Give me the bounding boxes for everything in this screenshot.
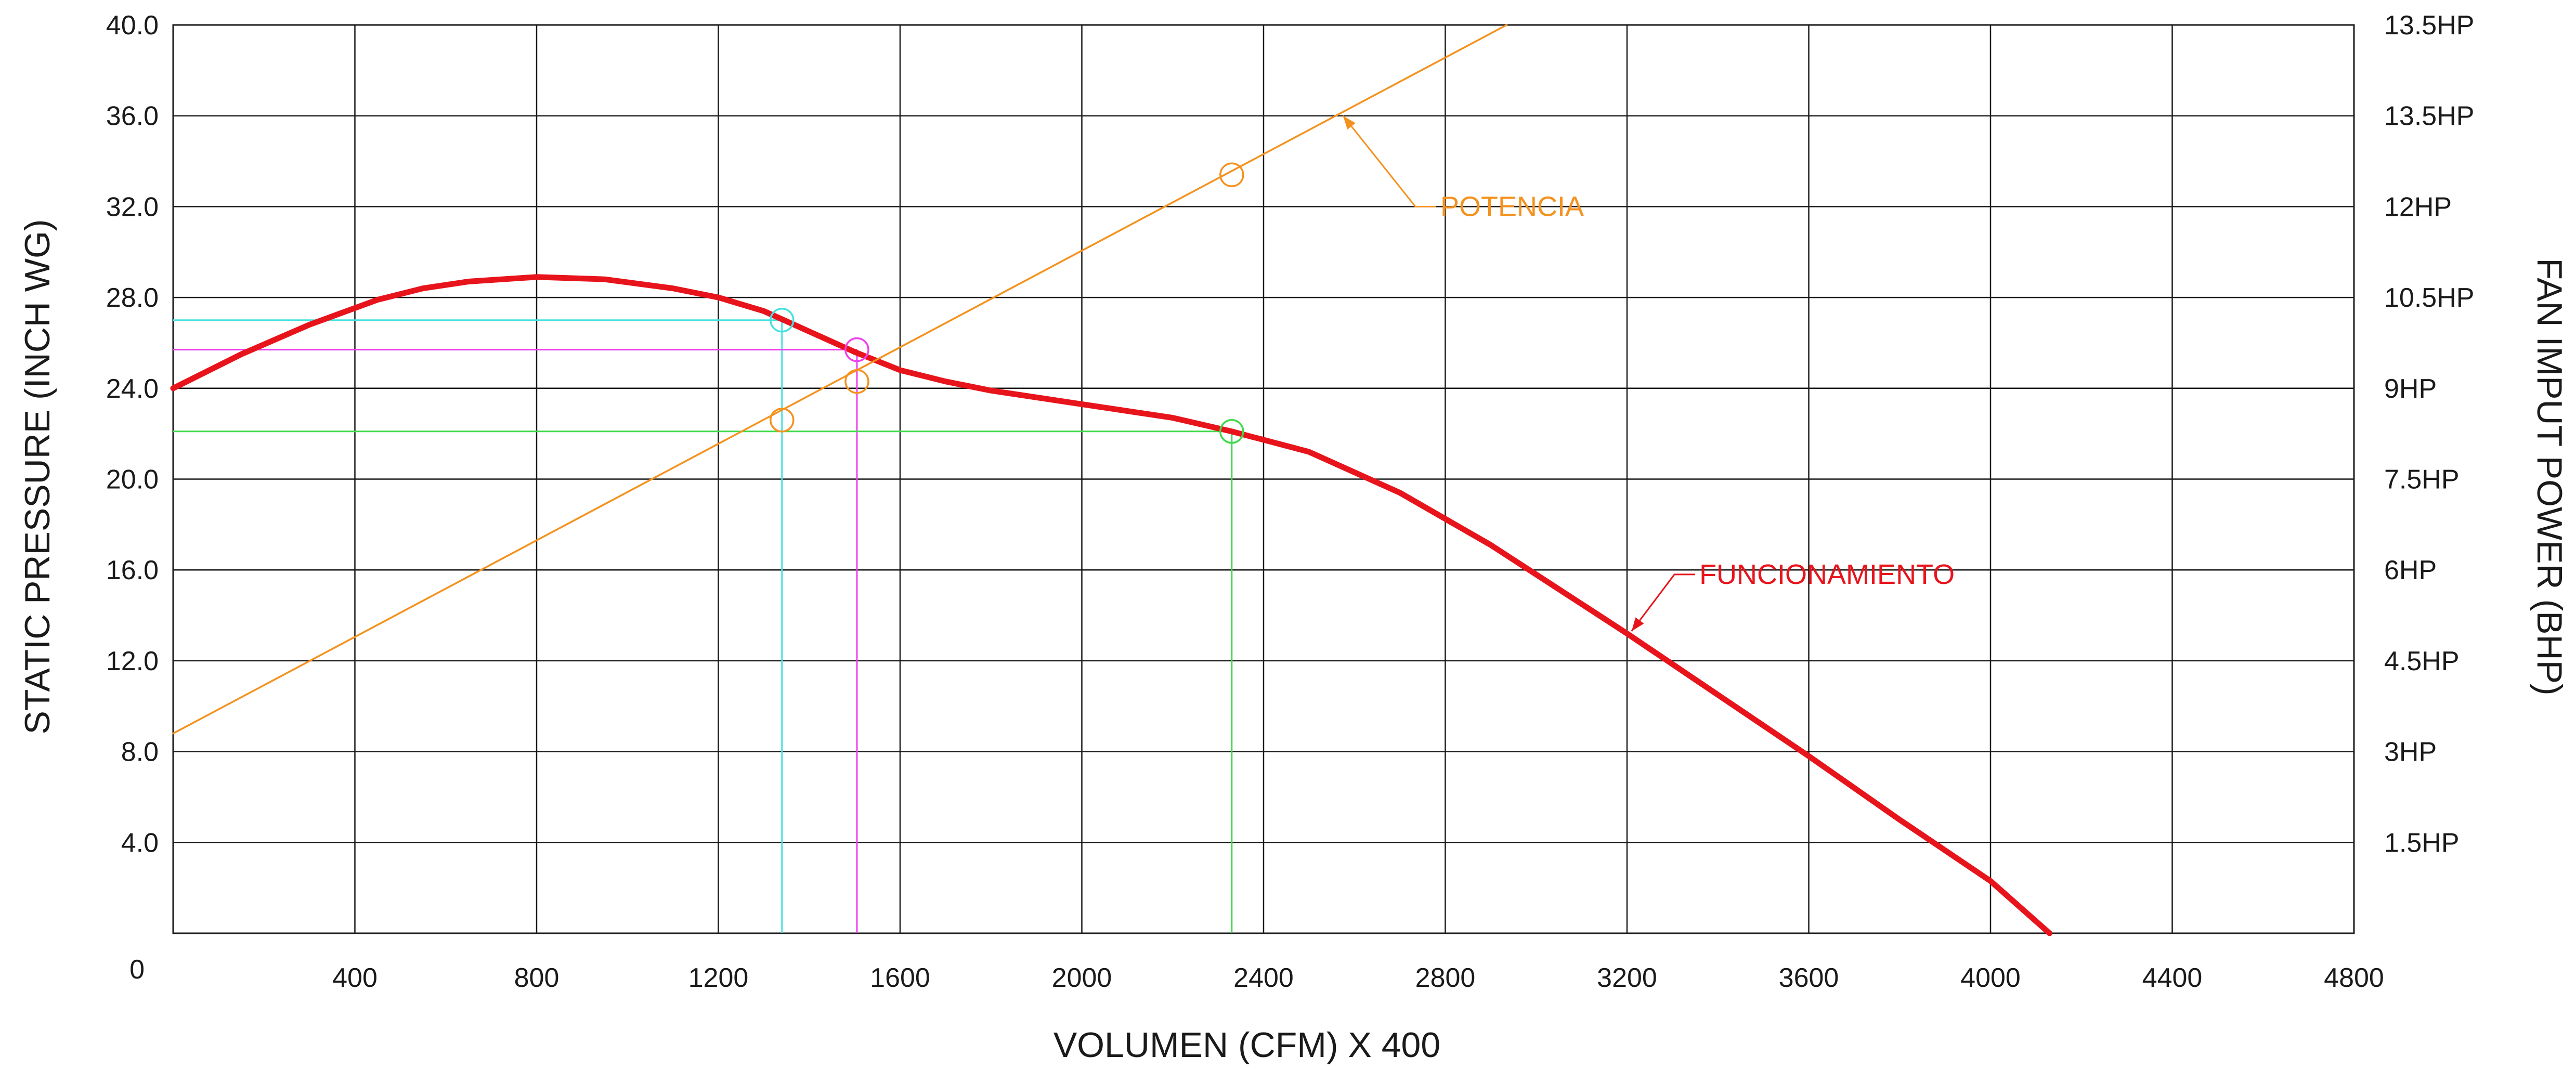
x-tick-label: 400	[332, 963, 378, 993]
x-tick-label: 4400	[2142, 963, 2203, 993]
y-tick-label: 16.0	[106, 555, 159, 585]
x-tick-label: 2800	[1415, 963, 1476, 993]
y2-tick-label: 1.5HP	[2384, 828, 2460, 858]
power-point-marker	[844, 369, 869, 394]
y2-tick-label: 10.5HP	[2384, 283, 2474, 313]
y-tick-label: 28.0	[106, 283, 159, 313]
x-tick-label: 1600	[870, 963, 930, 993]
power-point-marker	[770, 408, 795, 433]
power-point-marker	[1219, 162, 1244, 188]
y2-tick-label: 3HP	[2384, 737, 2437, 767]
annotation-leader	[1342, 115, 1437, 207]
x-tick-label: 4000	[1960, 963, 2021, 993]
y-tick-label: 40.0	[106, 10, 159, 41]
annotation-arrowhead	[1631, 617, 1644, 632]
operating-point-marker	[1219, 419, 1244, 444]
annotation-label: FUNCIONAMIENTO	[1699, 559, 1955, 590]
y2-axis-title: FAN IMPUT POWER (BHP)	[2530, 258, 2569, 695]
y-tick-label: 4.0	[121, 828, 159, 858]
y-tick-label: 20.0	[106, 465, 159, 495]
y2-tick-label: 7.5HP	[2384, 465, 2460, 495]
y-axis-title: STATIC PRESSURE (INCH WG)	[18, 219, 57, 734]
operating-point-marker	[770, 308, 795, 333]
x-tick-label: 2000	[1052, 963, 1112, 993]
grid	[172, 24, 2355, 934]
y-tick-label: 24.0	[106, 374, 159, 404]
origin-label: 0	[129, 955, 145, 985]
y2-tick-label: 6HP	[2384, 555, 2437, 585]
annotation-leader	[1631, 573, 1696, 632]
power-line	[172, 24, 1508, 735]
x-tick-label: 3600	[1779, 963, 1839, 993]
x-tick-label: 4800	[2324, 963, 2384, 993]
tick-labels: 400 800 1200 1600 2000 2400 2800 3200 3600 4000 44…	[106, 10, 2475, 993]
y2-tick-label: 12HP	[2384, 192, 2452, 222]
operating-point-marker	[844, 337, 869, 362]
y-tick-label: 36.0	[106, 101, 159, 132]
x-tick-label: 3200	[1597, 963, 1657, 993]
y-tick-label: 12.0	[106, 646, 159, 676]
y2-tick-label: 13.5HP	[2384, 101, 2474, 132]
x-axis-title: VOLUMEN (CFM) X 400	[1053, 1025, 1440, 1065]
y2-tick-label: 9HP	[2384, 374, 2437, 404]
x-tick-label: 2400	[1233, 963, 1294, 993]
y-tick-label: 32.0	[106, 192, 159, 222]
performance-curve-line	[170, 274, 2053, 936]
y2-tick-label: 4.5HP	[2384, 646, 2460, 676]
annotation-label: POTENCIA	[1440, 191, 1584, 222]
series	[170, 24, 2053, 936]
x-tick-label: 800	[514, 963, 560, 993]
y-tick-label: 8.0	[121, 737, 159, 767]
annotations: POTENCIA FUNCIONAMIENTO	[1342, 115, 1955, 632]
operating-point-guides	[173, 319, 1233, 933]
x-tick-label: 1200	[688, 963, 749, 993]
annotation-arrowhead	[1343, 115, 1356, 130]
y2-tick-label: 13.5HP	[2384, 10, 2474, 41]
operating-point-markers	[770, 162, 1244, 444]
